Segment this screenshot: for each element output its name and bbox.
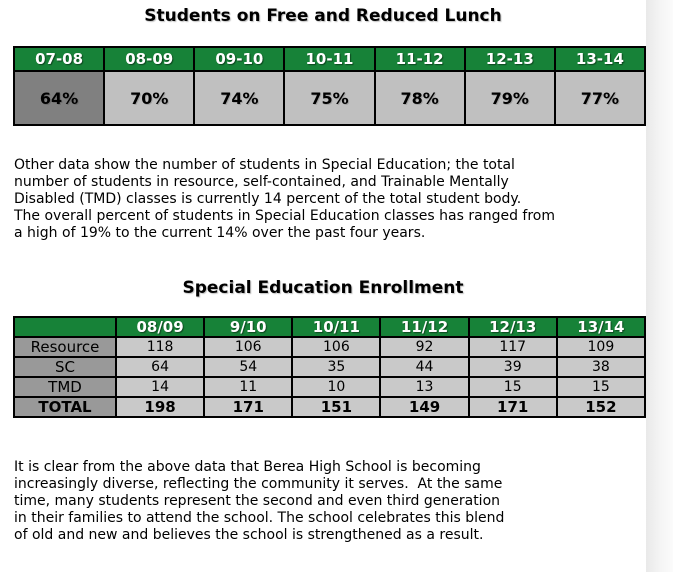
lunch-values-row: 64% 70% 74% 75% 78% 79% 77% [12,70,647,126]
data-cell: 44 [379,356,470,378]
year-header-cell: 09-10 [193,46,286,72]
lunch-table-title: Students on Free and Reduced Lunch [144,6,502,26]
table-row-resource: Resource 118 106 106 92 117 109 [13,336,647,358]
conclusion-paragraph: It is clear from the above data that Ber… [14,459,646,544]
year-header-cell: 9/10 [203,316,294,338]
data-cell: 38 [555,356,647,378]
special-education-paragraph: Other data show the number of students i… [14,157,646,242]
year-header-cell: 12-13 [463,46,556,72]
data-cell: 64 [114,356,206,378]
sped-header-row: 08/09 9/10 10/11 11/12 12/13 13/14 [13,316,647,338]
data-cell: 117 [467,336,558,358]
year-header-cell: 10-11 [283,46,376,72]
data-cell: 109 [555,336,647,358]
paragraph-line: time, many students represent the second… [14,493,501,509]
data-cell: 118 [114,336,206,358]
year-header-cell: 11/12 [379,316,470,338]
data-cell: 54 [203,356,294,378]
special-education-enrollment-table: 08/09 9/10 10/11 11/12 12/13 13/14 Resou… [13,316,647,418]
data-cell: 14 [114,376,206,398]
data-cell: 151 [291,396,382,418]
paragraph-line: It is clear from the above data that Ber… [14,459,481,475]
data-cell: 149 [379,396,470,418]
year-header-cell: 12/13 [467,316,558,338]
percent-cell: 70% [103,70,196,126]
data-cell: 92 [379,336,470,358]
percent-cell: 74% [193,70,286,126]
document-content: Students on Free and Reduced Lunch 07-08… [12,6,647,544]
row-label: Resource [13,336,117,358]
table-row-sc: SC 64 54 35 44 39 38 [13,356,647,378]
paragraph-line: of old and new and believes the school i… [14,527,484,543]
paragraph-line: a high of 19% to the current 14% over th… [14,225,426,241]
year-header-cell: 10/11 [291,316,382,338]
percent-cell: 79% [463,70,556,126]
year-header-cell: 13-14 [553,46,647,72]
year-header-cell: 13/14 [555,316,647,338]
data-cell: 171 [467,396,558,418]
data-cell: 106 [291,336,382,358]
data-cell: 13 [379,376,470,398]
percent-cell: 64% [12,70,106,126]
data-cell: 10 [291,376,382,398]
data-cell: 11 [203,376,294,398]
paragraph-line: Disabled (TMD) classes is currently 14 p… [14,191,522,207]
sped-table-title: Special Education Enrollment [182,278,464,298]
data-cell: 15 [467,376,558,398]
row-label: SC [13,356,117,378]
year-header-cell: 08-09 [103,46,196,72]
row-label: TOTAL [13,396,117,418]
year-header-cell: 07-08 [12,46,106,72]
percent-cell: 75% [283,70,376,126]
percent-cell: 77% [553,70,647,126]
table-row-total: TOTAL 198 171 151 149 171 152 [13,396,647,418]
free-reduced-lunch-table: 07-08 08-09 09-10 10-11 11-12 12-13 13-1… [12,46,647,126]
paragraph-line: Other data show the number of students i… [14,157,515,173]
year-header-cell: 08/09 [114,316,206,338]
percent-cell: 78% [373,70,466,126]
data-cell: 198 [114,396,206,418]
paragraph-line: The overall percent of students in Speci… [14,208,555,224]
data-cell: 39 [467,356,558,378]
page-edge-gradient [646,0,673,572]
data-cell: 152 [555,396,647,418]
data-cell: 15 [555,376,647,398]
table-row-tmd: TMD 14 11 10 13 15 15 [13,376,647,398]
paragraph-line: in their families to attend the school. … [14,510,505,526]
data-cell: 106 [203,336,294,358]
row-label: TMD [13,376,117,398]
lunch-header-row: 07-08 08-09 09-10 10-11 11-12 12-13 13-1… [12,46,647,72]
paragraph-line: increasingly diverse, reflecting the com… [14,476,503,492]
year-header-cell: 11-12 [373,46,466,72]
paragraph-line: number of students in resource, self-con… [14,174,509,190]
data-cell: 35 [291,356,382,378]
corner-header-cell [13,316,117,338]
data-cell: 171 [203,396,294,418]
